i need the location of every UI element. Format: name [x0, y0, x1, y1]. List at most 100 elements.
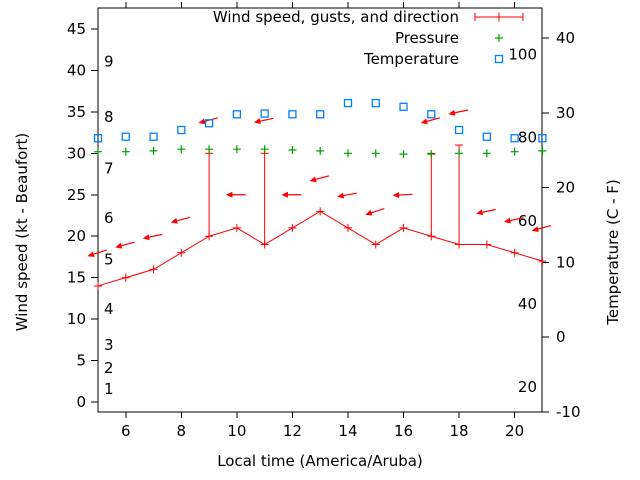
wind-point — [455, 240, 464, 249]
pressure-point — [232, 145, 241, 154]
legend-sample-pressure — [495, 34, 503, 42]
wind-direction-arrow-head — [281, 191, 288, 198]
wind-direction-arrow-head — [420, 118, 428, 125]
wind-direction-arrow-head — [309, 176, 317, 183]
wind-direction-arrow-head — [476, 209, 484, 216]
wind-point — [260, 240, 269, 249]
x-tick-label: 20 — [505, 422, 524, 440]
pressure-point — [399, 150, 408, 159]
temperature-point — [482, 132, 492, 141]
y-left-tick-label: 0 — [76, 393, 86, 411]
fahrenheit-label: 20 — [518, 378, 537, 396]
wind-direction-arrow-head — [198, 118, 206, 125]
x-tick-label: 8 — [177, 422, 187, 440]
wind-point — [177, 248, 186, 257]
legend-label-temperature: Temperature — [363, 50, 459, 68]
y-axis-title-left: Wind speed (kt - Beaufort) — [13, 132, 31, 332]
x-tick-label: 14 — [338, 422, 357, 440]
wind-point — [482, 240, 491, 249]
wind-point — [205, 232, 214, 241]
temperature-point — [538, 134, 547, 143]
wind-direction-arrow-head — [531, 226, 539, 232]
beaufort-label: 5 — [104, 250, 114, 268]
y-left-tick-label: 30 — [67, 144, 86, 162]
temperature-point — [204, 119, 214, 128]
y-axis-title-right: Temperature (C - F) — [604, 179, 622, 325]
x-tick-label: 16 — [394, 422, 413, 440]
y-left-tick-label: 20 — [67, 227, 86, 245]
temperature-point — [399, 102, 408, 111]
wind-point — [149, 265, 158, 274]
y-left-tick-label: 45 — [67, 20, 86, 38]
x-tick-label: 12 — [283, 422, 302, 440]
pressure-point — [94, 147, 102, 156]
temperature-point — [177, 125, 186, 135]
beaufort-label: 7 — [104, 159, 114, 177]
wind-direction-arrow-head — [503, 217, 511, 224]
fahrenheit-label: 60 — [518, 212, 537, 230]
wind-direction-arrow-head — [115, 242, 123, 249]
wind-direction-arrow-head — [253, 118, 261, 125]
wind-point — [510, 248, 519, 257]
y-right-tick-label: 40 — [556, 29, 575, 47]
wind-point — [232, 223, 241, 232]
wind-point — [94, 281, 102, 290]
wind-point — [316, 207, 325, 216]
y-left-tick-label: 5 — [76, 352, 86, 370]
temperature-point — [454, 125, 464, 135]
temperature-point — [232, 110, 242, 119]
y-left-tick-label: 15 — [67, 269, 86, 287]
y-left-tick-label: 10 — [67, 310, 86, 328]
wind-point — [371, 240, 380, 249]
y-right-tick-label: 10 — [556, 253, 575, 271]
y-left-tick-label: 40 — [67, 61, 86, 79]
temperature-point — [316, 110, 325, 119]
beaufort-label: 3 — [104, 336, 114, 354]
wind-direction-arrow-head — [87, 251, 95, 258]
pressure-point — [538, 146, 547, 155]
x-axis-title: Local time (America/Aruba) — [217, 452, 423, 470]
legend-sample-wind-point — [494, 12, 504, 22]
wind-direction-arrow-head — [170, 217, 178, 224]
temperature-point — [427, 110, 436, 119]
wind-speed-line — [97, 210, 543, 287]
pressure-point — [455, 149, 464, 158]
legend-label-wind: Wind speed, gusts, and direction — [212, 8, 459, 26]
wind-direction-arrow-head — [392, 192, 400, 199]
legend-label-pressure: Pressure — [394, 29, 459, 47]
temperature-point — [343, 98, 353, 108]
pressure-point — [316, 146, 325, 155]
wind-point — [399, 223, 408, 232]
plot-border — [97, 7, 543, 413]
y-left-tick-label: 25 — [67, 186, 86, 204]
x-tick-label: 18 — [450, 422, 469, 440]
temperature-point — [510, 134, 519, 143]
wind-point — [427, 232, 436, 241]
fahrenheit-label: 100 — [508, 46, 537, 64]
pressure-point — [149, 146, 158, 155]
y-left-tick-label: 35 — [67, 103, 86, 121]
temperature-point — [93, 134, 103, 143]
wind-direction-arrow-head — [365, 209, 373, 216]
pressure-point — [510, 147, 519, 156]
beaufort-label: 1 — [104, 380, 114, 398]
wind-direction-arrow-head — [142, 234, 150, 241]
wind-point — [288, 223, 297, 232]
legend-sample-temperature — [494, 54, 504, 64]
pressure-point — [427, 150, 436, 159]
beaufort-label: 9 — [104, 52, 114, 70]
pressure-point — [482, 149, 491, 158]
temperature-point — [260, 109, 269, 118]
pressure-point — [205, 145, 214, 154]
y-right-tick-label: 20 — [556, 179, 575, 197]
y-right-tick-label: -10 — [556, 403, 581, 421]
pressure-point — [288, 146, 297, 155]
wind-direction-arrow-head — [225, 191, 233, 198]
wind-direction-arrow-head — [448, 109, 456, 116]
beaufort-label: 2 — [104, 359, 114, 377]
temperature-point — [149, 132, 158, 141]
temperature-point — [121, 132, 130, 141]
fahrenheit-label: 80 — [518, 129, 537, 147]
beaufort-label: 6 — [104, 209, 114, 227]
y-right-tick-label: 0 — [556, 328, 566, 346]
